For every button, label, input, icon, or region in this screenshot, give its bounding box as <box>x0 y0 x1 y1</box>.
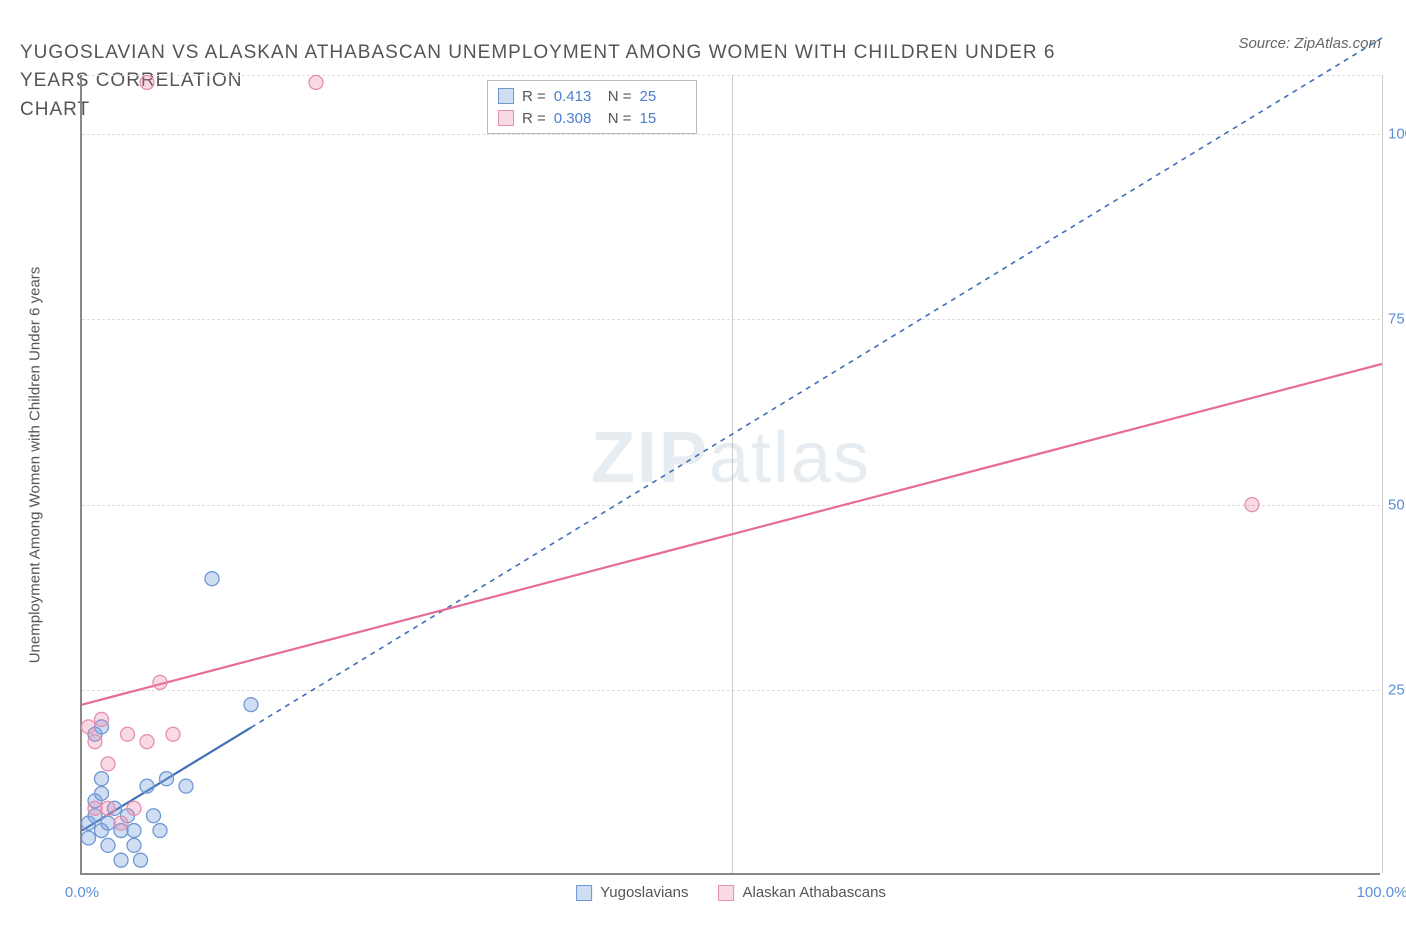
chart-svg <box>82 75 1380 873</box>
y-tick-label: 50.0% <box>1388 496 1406 513</box>
data-point <box>101 838 115 852</box>
data-point <box>95 787 109 801</box>
stats-box: R = 0.413N = 25R = 0.308N = 15 <box>487 80 697 134</box>
x-tick-label: 0.0% <box>65 884 99 901</box>
source-label: Source: ZipAtlas.com <box>1238 35 1381 52</box>
y-axis-label: Unemployment Among Women with Children U… <box>27 267 44 664</box>
data-point <box>160 772 174 786</box>
data-point <box>114 816 128 830</box>
legend-swatch <box>576 885 592 901</box>
data-point <box>134 853 148 867</box>
data-point <box>127 801 141 815</box>
data-point <box>153 824 167 838</box>
plot-area: 25.0%50.0%75.0%100.0%0.0%100.0% ZIPatlas… <box>80 75 1380 875</box>
data-point <box>95 772 109 786</box>
series-swatch <box>498 110 514 126</box>
legend-swatch <box>718 885 734 901</box>
data-point <box>140 779 154 793</box>
stats-row: R = 0.308N = 15 <box>498 107 686 129</box>
legend: Yugoslavians Alaskan Athabascans <box>576 884 886 901</box>
data-point <box>95 712 109 726</box>
data-point <box>114 853 128 867</box>
data-point <box>101 801 115 815</box>
data-point <box>121 727 135 741</box>
data-point <box>153 675 167 689</box>
data-point <box>166 727 180 741</box>
data-point <box>101 816 115 830</box>
data-point <box>88 801 102 815</box>
y-tick-label: 75.0% <box>1388 311 1406 328</box>
x-tick-label: 100.0% <box>1357 884 1406 901</box>
data-point <box>127 838 141 852</box>
data-point <box>147 809 161 823</box>
data-point <box>140 735 154 749</box>
y-tick-label: 25.0% <box>1388 681 1406 698</box>
gridline-v <box>1382 75 1383 873</box>
data-point <box>309 75 323 89</box>
legend-label: Alaskan Athabascans <box>742 884 885 901</box>
legend-item: Alaskan Athabascans <box>718 884 885 901</box>
data-point <box>82 831 96 845</box>
data-point <box>82 720 96 734</box>
legend-item: Yugoslavians <box>576 884 688 901</box>
series-swatch <box>498 88 514 104</box>
data-point <box>101 757 115 771</box>
data-point <box>127 824 141 838</box>
legend-label: Yugoslavians <box>600 884 688 901</box>
data-point <box>205 572 219 586</box>
stats-row: R = 0.413N = 25 <box>498 85 686 107</box>
y-tick-label: 100.0% <box>1388 126 1406 143</box>
data-point <box>88 735 102 749</box>
data-point <box>140 75 154 89</box>
data-point <box>179 779 193 793</box>
data-point <box>1245 498 1259 512</box>
data-point <box>244 698 258 712</box>
